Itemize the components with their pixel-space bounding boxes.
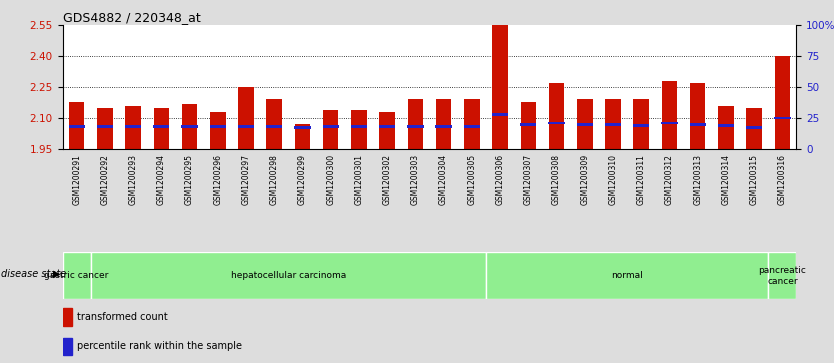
Bar bbox=[69, 102, 84, 149]
Text: GSM1200313: GSM1200313 bbox=[693, 154, 702, 205]
Bar bbox=[267, 99, 282, 149]
Bar bbox=[576, 123, 593, 126]
Bar bbox=[182, 125, 198, 128]
Bar bbox=[407, 125, 424, 128]
Bar bbox=[690, 83, 706, 149]
Bar bbox=[774, 117, 791, 119]
Text: disease state: disease state bbox=[1, 269, 66, 278]
Bar bbox=[379, 125, 395, 128]
Bar bbox=[153, 108, 169, 149]
Bar bbox=[464, 125, 480, 128]
Bar bbox=[125, 106, 141, 149]
Text: GSM1200299: GSM1200299 bbox=[298, 154, 307, 205]
Bar bbox=[768, 252, 796, 299]
Bar bbox=[605, 123, 621, 126]
Bar bbox=[294, 124, 310, 149]
Bar bbox=[97, 108, 113, 149]
Text: GSM1200297: GSM1200297 bbox=[242, 154, 250, 205]
Bar bbox=[182, 103, 198, 149]
Text: ▶: ▶ bbox=[53, 269, 60, 278]
Text: pancreatic
cancer: pancreatic cancer bbox=[758, 266, 806, 286]
Bar bbox=[492, 23, 508, 149]
Bar bbox=[323, 125, 339, 128]
Bar bbox=[464, 99, 480, 149]
Bar bbox=[351, 125, 367, 128]
Bar bbox=[63, 338, 72, 355]
Bar bbox=[633, 124, 650, 127]
Bar bbox=[690, 123, 706, 126]
Text: GSM1200316: GSM1200316 bbox=[778, 154, 786, 205]
Bar bbox=[91, 252, 486, 299]
Bar bbox=[661, 81, 677, 149]
Text: GSM1200293: GSM1200293 bbox=[128, 154, 138, 205]
Bar bbox=[323, 110, 339, 149]
Text: GSM1200306: GSM1200306 bbox=[495, 154, 505, 205]
Bar bbox=[549, 122, 565, 124]
Text: GSM1200314: GSM1200314 bbox=[721, 154, 731, 205]
Text: GSM1200305: GSM1200305 bbox=[467, 154, 476, 205]
Bar bbox=[718, 106, 734, 149]
Bar bbox=[210, 112, 225, 149]
Bar bbox=[63, 252, 91, 299]
Bar bbox=[97, 125, 113, 128]
Bar bbox=[68, 125, 85, 128]
Text: GSM1200311: GSM1200311 bbox=[636, 154, 646, 205]
Text: GSM1200315: GSM1200315 bbox=[750, 154, 759, 205]
Text: GSM1200301: GSM1200301 bbox=[354, 154, 364, 205]
Bar bbox=[605, 99, 620, 149]
Bar bbox=[775, 56, 790, 149]
Bar bbox=[436, 99, 451, 149]
Text: transformed count: transformed count bbox=[78, 312, 168, 322]
Text: GSM1200304: GSM1200304 bbox=[440, 154, 448, 205]
Bar bbox=[520, 123, 536, 126]
Bar bbox=[661, 122, 677, 124]
Bar bbox=[266, 125, 283, 128]
Text: GSM1200298: GSM1200298 bbox=[269, 154, 279, 205]
Bar bbox=[718, 124, 734, 127]
Bar bbox=[435, 125, 452, 128]
Bar bbox=[125, 125, 141, 128]
Text: GSM1200300: GSM1200300 bbox=[326, 154, 335, 205]
Text: GSM1200302: GSM1200302 bbox=[383, 154, 392, 205]
Bar bbox=[746, 108, 762, 149]
Text: GSM1200312: GSM1200312 bbox=[665, 154, 674, 205]
Bar bbox=[492, 113, 508, 116]
Bar bbox=[238, 125, 254, 128]
Bar bbox=[63, 308, 72, 326]
Text: GSM1200291: GSM1200291 bbox=[73, 154, 81, 205]
Text: GSM1200307: GSM1200307 bbox=[524, 154, 533, 205]
Text: GSM1200295: GSM1200295 bbox=[185, 154, 194, 205]
Text: GSM1200303: GSM1200303 bbox=[411, 154, 420, 205]
Bar bbox=[746, 126, 762, 129]
Text: GSM1200296: GSM1200296 bbox=[214, 154, 223, 205]
Text: GSM1200309: GSM1200309 bbox=[580, 154, 590, 205]
Text: GSM1200310: GSM1200310 bbox=[609, 154, 617, 205]
Bar bbox=[549, 83, 565, 149]
Text: GSM1200294: GSM1200294 bbox=[157, 154, 166, 205]
Bar bbox=[209, 125, 226, 128]
Bar bbox=[520, 102, 536, 149]
Bar bbox=[577, 99, 592, 149]
Bar bbox=[379, 112, 395, 149]
Text: GSM1200308: GSM1200308 bbox=[552, 154, 561, 205]
Text: hepatocellular carcinoma: hepatocellular carcinoma bbox=[231, 272, 346, 280]
Bar bbox=[239, 87, 254, 149]
Bar bbox=[153, 125, 169, 128]
Bar bbox=[294, 126, 310, 129]
Bar bbox=[486, 252, 768, 299]
Text: percentile rank within the sample: percentile rank within the sample bbox=[78, 342, 242, 351]
Bar bbox=[634, 99, 649, 149]
Text: GDS4882 / 220348_at: GDS4882 / 220348_at bbox=[63, 11, 200, 24]
Bar bbox=[351, 110, 367, 149]
Text: gastric cancer: gastric cancer bbox=[44, 272, 109, 280]
Bar bbox=[408, 99, 423, 149]
Text: GSM1200292: GSM1200292 bbox=[100, 154, 109, 205]
Text: normal: normal bbox=[611, 272, 643, 280]
